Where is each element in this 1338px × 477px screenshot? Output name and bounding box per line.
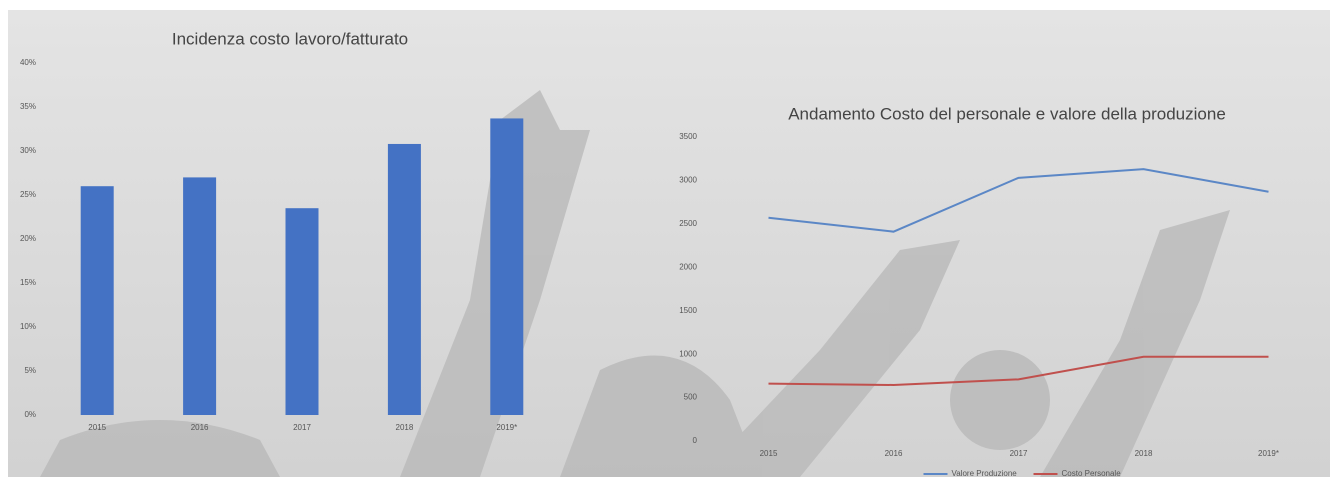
y-tick-label: 0 <box>693 436 698 445</box>
x-tick-label: 2018 <box>1135 449 1153 458</box>
bar <box>183 177 217 415</box>
x-tick-label: 2015 <box>88 423 106 432</box>
y-tick-label: 35% <box>20 102 36 111</box>
x-tick-label: 2019* <box>496 423 517 432</box>
y-tick-label: 40% <box>20 58 36 67</box>
line-series <box>768 355 1269 386</box>
bar <box>285 208 319 415</box>
x-tick-label: 2017 <box>293 423 311 432</box>
y-tick-label: 3500 <box>679 132 697 141</box>
y-tick-label: 5% <box>24 366 36 375</box>
y-tick-label: 1000 <box>679 349 697 358</box>
y-tick-label: 25% <box>20 190 36 199</box>
bar <box>80 186 114 415</box>
x-tick-label: 2017 <box>1010 449 1028 458</box>
chart-title: Incidenza costo lavoro/fatturato <box>172 29 408 48</box>
bar <box>490 118 524 415</box>
y-tick-label: 15% <box>20 278 36 287</box>
y-tick-label: 20% <box>20 234 36 243</box>
line-series <box>768 168 1269 233</box>
y-tick-label: 10% <box>20 322 36 331</box>
legend-label: Valore Produzione <box>952 469 1018 477</box>
y-tick-label: 30% <box>20 146 36 155</box>
chart-title: Andamento Costo del personale e valore d… <box>788 104 1226 123</box>
y-tick-label: 2500 <box>679 219 697 228</box>
legend-label: Costo Personale <box>1062 469 1122 477</box>
y-tick-label: 500 <box>684 393 698 402</box>
y-tick-label: 1500 <box>679 306 697 315</box>
x-tick-label: 2016 <box>885 449 903 458</box>
y-tick-label: 2000 <box>679 262 697 271</box>
x-tick-label: 2019* <box>1258 449 1279 458</box>
x-tick-label: 2016 <box>191 423 209 432</box>
y-tick-label: 0% <box>24 410 36 419</box>
x-tick-label: 2015 <box>760 449 778 458</box>
x-tick-label: 2018 <box>396 423 414 432</box>
bar <box>387 143 421 415</box>
y-tick-label: 3000 <box>679 176 697 185</box>
